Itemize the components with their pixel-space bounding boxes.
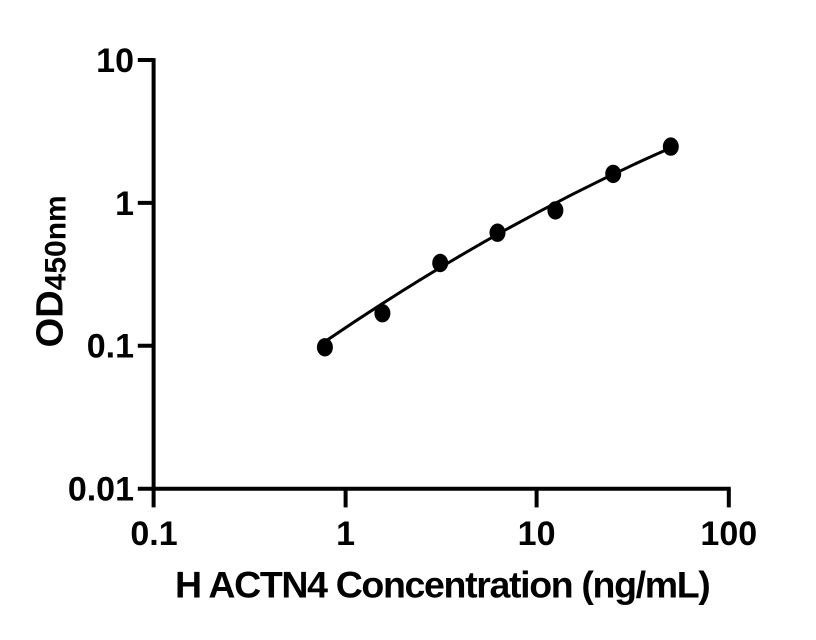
svg-text:10: 10 xyxy=(518,515,556,553)
svg-text:100: 100 xyxy=(700,515,757,553)
svg-text:0.1: 0.1 xyxy=(130,515,177,553)
svg-text:1: 1 xyxy=(115,185,134,223)
svg-text:OD450nm: OD450nm xyxy=(30,195,73,347)
svg-text:0.01: 0.01 xyxy=(68,471,134,509)
svg-text:1: 1 xyxy=(336,515,355,553)
svg-text:10: 10 xyxy=(96,42,134,80)
svg-text:H ACTN4 Concentration (ng/mL): H ACTN4 Concentration (ng/mL) xyxy=(175,564,709,606)
svg-text:0.1: 0.1 xyxy=(87,328,134,366)
